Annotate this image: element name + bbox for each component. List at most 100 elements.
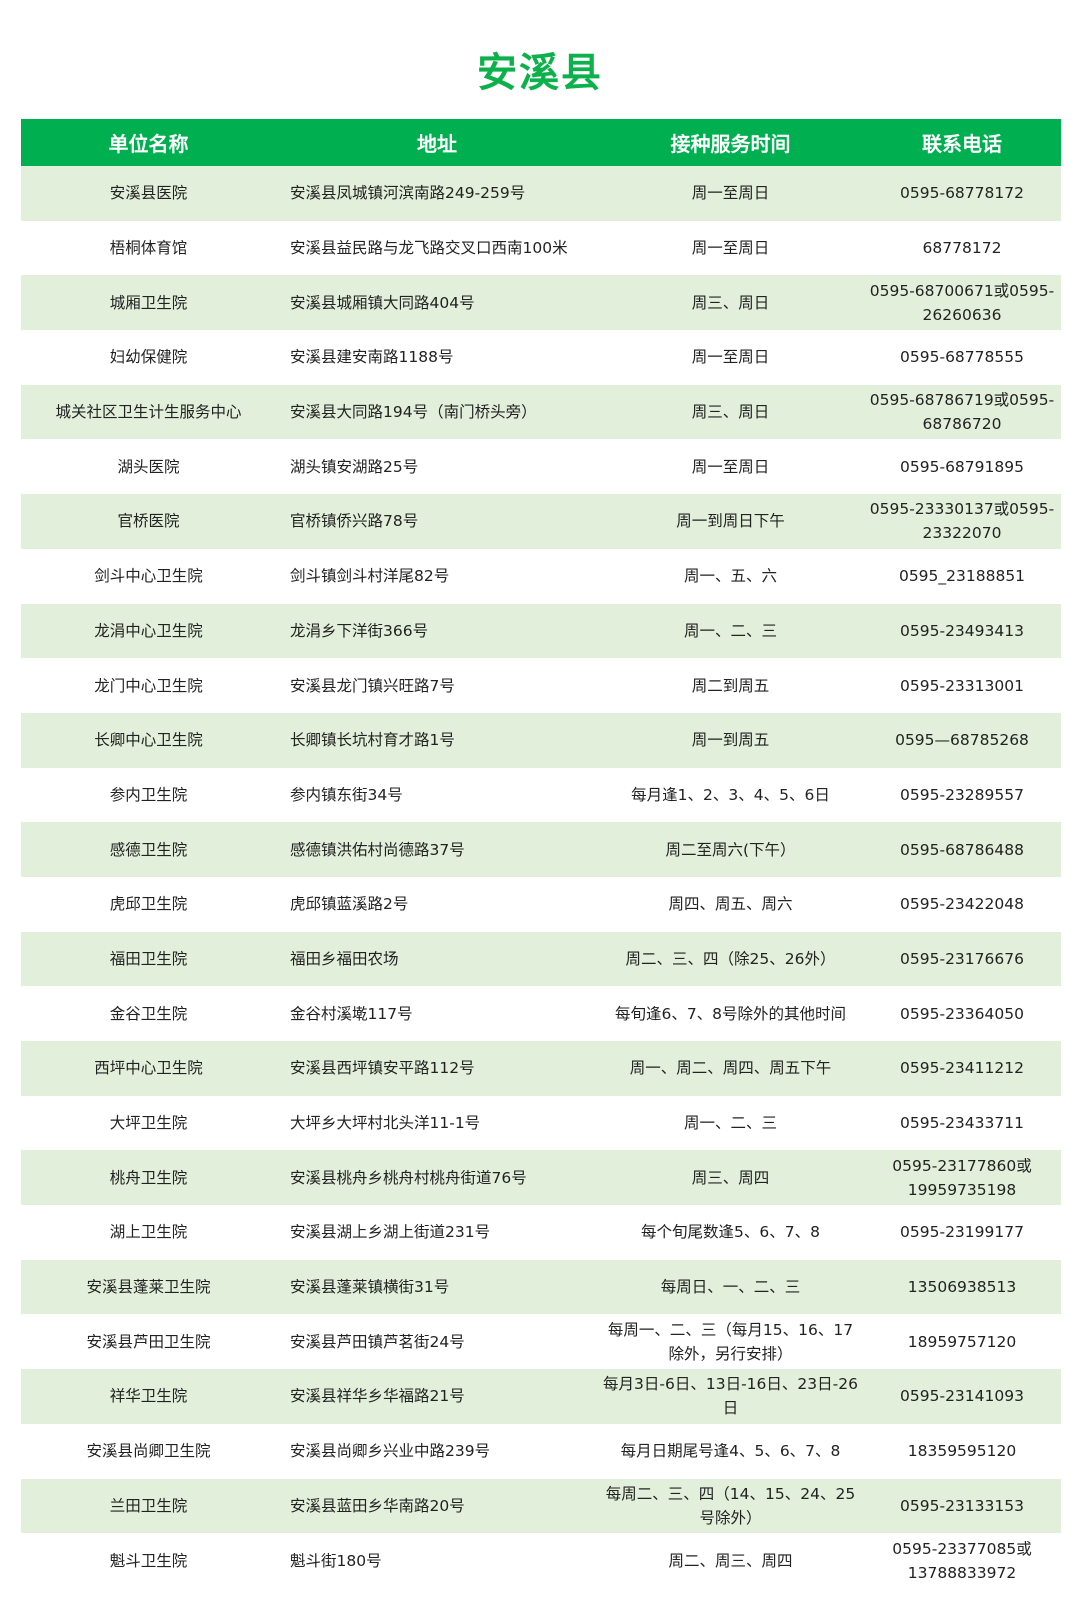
unit-name-cell: 安溪县蓬莱卫生院 bbox=[21, 1259, 276, 1315]
unit-name-cell: 安溪县尚卿卫生院 bbox=[86, 1442, 211, 1461]
address-cell: 湖头镇安湖路25号 bbox=[290, 457, 419, 476]
address-cell: 安溪县建安南路1188号 bbox=[290, 348, 454, 367]
address-cell: 安溪县龙门镇兴旺路7号 bbox=[290, 676, 455, 695]
table-row: 西坪中心卫生院 安溪县西坪镇安平路112号 周一、周二、周四、周五下午 0595-23… bbox=[21, 1041, 1061, 1096]
table-row: 湖上卫生院 安溪县湖上乡湖上街道231号 每个旬尾数逢5、6、7、8 0595-231… bbox=[21, 1205, 1061, 1260]
service-time-cell: 每月日期尾号逢4、5、6、7、8 bbox=[620, 1442, 841, 1461]
phone-cell: 0595-23377085或13788833972 bbox=[892, 1539, 1032, 1582]
unit-name-cell: 剑斗中心卫生院 bbox=[94, 567, 203, 586]
phone-cell: 0595-68791895 bbox=[900, 457, 1024, 476]
service-time-cell: 周一、二、三 bbox=[598, 603, 863, 659]
unit-name-cell: 西坪中心卫生院 bbox=[21, 1041, 276, 1096]
address-cell: 安溪县蓝田乡华南路20号 bbox=[276, 1478, 598, 1534]
phone-cell: 18959757120 bbox=[907, 1332, 1017, 1351]
table-row: 剑斗中心卫生院 剑斗镇剑斗村洋尾82号 周一、五、六 0595_23188851 bbox=[21, 549, 1061, 604]
table-row: 福田卫生院 福田乡福田农场 周二、三、四（除25、26外） 0595-23176676 bbox=[21, 931, 1061, 987]
unit-name-cell: 梧桐体育馆 bbox=[109, 239, 188, 258]
unit-name-cell: 龙门中心卫生院 bbox=[94, 676, 203, 695]
service-time-cell: 每周一、二、三（每月15、16、17除外，另行安排） bbox=[607, 1320, 854, 1363]
service-time-cell: 周一到周五 bbox=[598, 712, 863, 768]
unit-name-cell: 魁斗卫生院 bbox=[109, 1551, 188, 1570]
address-cell: 安溪县尚卿乡兴业中路239号 bbox=[290, 1442, 491, 1461]
phone-cell: 0595-23411212 bbox=[863, 1041, 1061, 1096]
table-row: 龙涓中心卫生院 龙涓乡下洋街366号 周一、二、三 0595-23493413 bbox=[21, 603, 1061, 659]
phone-cell: 0595-23493413 bbox=[863, 603, 1061, 659]
unit-name-cell: 妇幼保健院 bbox=[109, 348, 188, 367]
address-cell: 安溪县大同路194号（南门桥头旁） bbox=[276, 384, 598, 440]
vaccination-sites-table: 单位名称 地址 接种服务时间 联系电话 安溪县医院 安溪县凤城镇河滨南路249-2… bbox=[21, 119, 1061, 1588]
header-phone: 联系电话 bbox=[863, 119, 1061, 166]
address-cell: 魁斗街180号 bbox=[290, 1551, 382, 1570]
unit-name-cell: 湖上卫生院 bbox=[109, 1223, 188, 1242]
service-time-cell: 周二到周五 bbox=[691, 676, 770, 695]
phone-cell: 0595-23433711 bbox=[900, 1114, 1024, 1133]
table-row: 官桥医院 官桥镇侨兴路78号 周一到周日下午 0595-23330137或0595-2… bbox=[21, 494, 1061, 549]
table-row: 安溪县医院 安溪县凤城镇河滨南路249-259号 周一至周日 0595-6877817… bbox=[21, 166, 1061, 221]
address-cell: 长卿镇长坑村育才路1号 bbox=[276, 712, 598, 768]
table-row: 祥华卫生院 安溪县祥华乡华福路21号 每月3日-6日、13日-16日、23日-26日… bbox=[21, 1369, 1061, 1424]
table-row: 安溪县蓬莱卫生院 安溪县蓬莱镇横街31号 每周日、一、二、三 13506938513 bbox=[21, 1259, 1061, 1315]
service-time-cell: 周一到周日下午 bbox=[598, 494, 863, 549]
service-time-cell: 每月3日-6日、13日-16日、23日-26日 bbox=[598, 1369, 863, 1424]
phone-cell: 0595-23141093 bbox=[863, 1369, 1061, 1424]
service-time-cell: 每月逢1、2、3、4、5、6日 bbox=[631, 785, 830, 804]
address-cell: 安溪县祥华乡华福路21号 bbox=[276, 1369, 598, 1424]
table-row: 虎邱卫生院 虎邱镇蓝溪路2号 周四、周五、周六 0595-23422048 bbox=[21, 877, 1061, 932]
table-row: 城厢卫生院 安溪县城厢镇大同路404号 周三、周日 0595-68700671或059… bbox=[21, 275, 1061, 331]
phone-cell: 0595-23364050 bbox=[900, 1004, 1024, 1023]
phone-cell: 18359595120 bbox=[907, 1442, 1017, 1461]
phone-cell: 0595-23177860或19959735198 bbox=[863, 1150, 1061, 1206]
phone-cell: 0595-23313001 bbox=[900, 676, 1024, 695]
table-row: 梧桐体育馆 安溪县益民路与龙飞路交叉口西南100米 周一至周日 68778172 bbox=[21, 221, 1061, 276]
phone-cell: 0595-23422048 bbox=[900, 895, 1024, 914]
phone-cell: 0595-68778555 bbox=[900, 348, 1024, 367]
service-time-cell: 每周日、一、二、三 bbox=[598, 1259, 863, 1315]
unit-name-cell: 城厢卫生院 bbox=[21, 275, 276, 331]
unit-name-cell: 安溪县医院 bbox=[21, 166, 276, 221]
table-row: 城关社区卫生计生服务中心 安溪县大同路194号（南门桥头旁） 周三、周日 0595-6… bbox=[21, 384, 1061, 440]
phone-cell: 0595-23199177 bbox=[900, 1223, 1024, 1242]
address-cell: 安溪县芦田镇芦茗街24号 bbox=[290, 1332, 465, 1351]
table-row: 参内卫生院 参内镇东街34号 每月逢1、2、3、4、5、6日 0595-2328955… bbox=[21, 768, 1061, 823]
unit-name-cell: 大坪卫生院 bbox=[109, 1114, 188, 1133]
phone-cell: 0595—68785268 bbox=[863, 712, 1061, 768]
service-time-cell: 每旬逢6、7、8号除外的其他时间 bbox=[614, 1004, 847, 1023]
unit-name-cell: 龙涓中心卫生院 bbox=[21, 603, 276, 659]
table-row: 金谷卫生院 金谷村溪墘117号 每旬逢6、7、8号除外的其他时间 0595-23364… bbox=[21, 986, 1061, 1041]
address-cell: 虎邱镇蓝溪路2号 bbox=[290, 895, 409, 914]
table-row: 湖头医院 湖头镇安湖路25号 周一至周日 0595-68791895 bbox=[21, 439, 1061, 494]
unit-name-cell: 安溪县芦田卫生院 bbox=[86, 1332, 211, 1351]
service-time-cell: 周三、周四 bbox=[598, 1150, 863, 1206]
service-time-cell: 周一、二、三 bbox=[683, 1114, 777, 1133]
service-time-cell: 每个旬尾数逢5、6、7、8 bbox=[641, 1223, 820, 1242]
service-time-cell: 周四、周五、周六 bbox=[668, 895, 793, 914]
table-row: 魁斗卫生院 魁斗街180号 周二、周三、周四 0595-23377085或137888… bbox=[21, 1533, 1061, 1588]
table-header: 单位名称 地址 接种服务时间 联系电话 bbox=[21, 119, 1061, 166]
unit-name-cell: 城关社区卫生计生服务中心 bbox=[21, 384, 276, 440]
unit-name-cell: 祥华卫生院 bbox=[21, 1369, 276, 1424]
service-time-cell: 周一至周日 bbox=[598, 166, 863, 221]
address-cell: 参内镇东街34号 bbox=[290, 785, 403, 804]
phone-cell: 13506938513 bbox=[863, 1259, 1061, 1315]
phone-cell: 0595-68786488 bbox=[863, 822, 1061, 877]
unit-name-cell: 长卿中心卫生院 bbox=[21, 712, 276, 768]
address-cell: 感德镇洪佑村尚德路37号 bbox=[276, 822, 598, 877]
table-row: 兰田卫生院 安溪县蓝田乡华南路20号 每周二、三、四（14、15、24、25号除外）… bbox=[21, 1478, 1061, 1534]
address-cell: 剑斗镇剑斗村洋尾82号 bbox=[290, 567, 450, 586]
service-time-cell: 周一至周日 bbox=[691, 239, 770, 258]
table-row: 长卿中心卫生院 长卿镇长坑村育才路1号 周一到周五 0595—68785268 bbox=[21, 712, 1061, 768]
address-cell: 安溪县桃舟乡桃舟村桃舟街道76号 bbox=[276, 1150, 598, 1206]
service-time-cell: 周一至周日 bbox=[691, 457, 770, 476]
address-cell: 官桥镇侨兴路78号 bbox=[276, 494, 598, 549]
unit-name-cell: 感德卫生院 bbox=[21, 822, 276, 877]
header-unit-name: 单位名称 bbox=[21, 119, 276, 166]
table-row: 大坪卫生院 大坪乡大坪村北头洋11-1号 周一、二、三 0595-23433711 bbox=[21, 1096, 1061, 1151]
phone-cell: 0595-23330137或0595-23322070 bbox=[863, 494, 1061, 549]
service-time-cell: 周一、五、六 bbox=[683, 567, 777, 586]
service-time-cell: 周二至周六(下午） bbox=[598, 822, 863, 877]
table-row: 安溪县尚卿卫生院 安溪县尚卿乡兴业中路239号 每月日期尾号逢4、5、6、7、8 18… bbox=[21, 1424, 1061, 1479]
service-time-cell: 周一至周日 bbox=[691, 348, 770, 367]
service-time-cell: 周二、三、四（除25、26外） bbox=[598, 931, 863, 987]
address-cell: 金谷村溪墘117号 bbox=[290, 1004, 413, 1023]
header-address: 地址 bbox=[276, 119, 598, 166]
